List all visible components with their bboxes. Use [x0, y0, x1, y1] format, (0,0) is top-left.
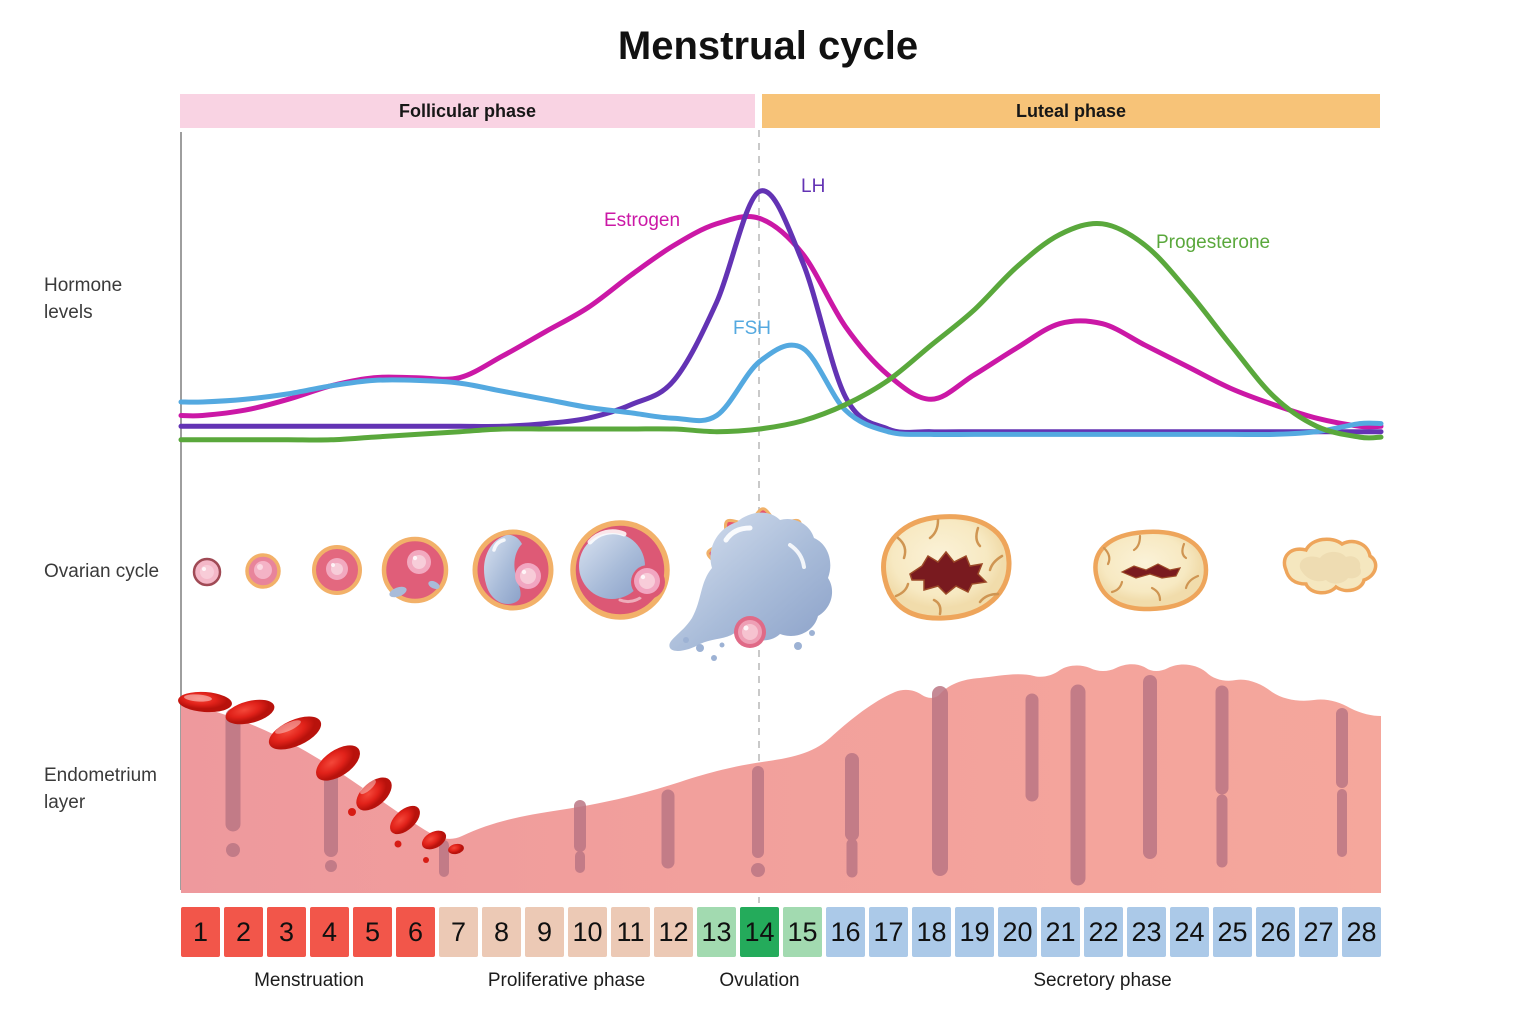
ovarian-cycle-row	[192, 507, 1378, 661]
day-cell-22: 22	[1084, 907, 1123, 957]
day-cell-23: 23	[1127, 907, 1166, 957]
released-egg	[734, 616, 766, 648]
secondary-follicle-illustration	[312, 545, 362, 595]
follicular-phase-label: Follicular phase	[398, 100, 537, 121]
day-cell-18: 18	[912, 907, 951, 957]
day-cell-2: 2	[224, 907, 263, 957]
menstruation-phase-label: Menstruation	[254, 970, 364, 991]
day-row: 1 2 3 4 5 6 7 8 9 10 11 12 13 14 15 16 17 18 19 20 21 22 23 24 2…	[181, 907, 1381, 957]
curve-lh	[178, 188, 1384, 435]
day-cell-12: 12	[654, 907, 693, 957]
day-cell-9: 9	[525, 907, 564, 957]
day-cell-11: 11	[611, 907, 650, 957]
day-cell-7: 7	[439, 907, 478, 957]
menstrual-blood-clots	[178, 691, 464, 863]
luteal-phase-label: Luteal phase	[1015, 100, 1127, 121]
day-cell-24: 24	[1170, 907, 1209, 957]
ovarian-cycle-row-label: Ovarian cycle	[44, 561, 160, 582]
day-cell-15: 15	[783, 907, 822, 957]
day-cell-6: 6	[396, 907, 435, 957]
day-cell-20: 20	[998, 907, 1037, 957]
estrogen-curve-label: Estrogen	[604, 210, 681, 231]
primary-follicle-illustration	[245, 553, 281, 589]
day-cell-27: 27	[1299, 907, 1338, 957]
endometrium-illustration	[178, 664, 1381, 893]
day-cell-19: 19	[955, 907, 994, 957]
day-cell-4: 4	[310, 907, 349, 957]
mature-graafian-follicle-illustration	[570, 520, 670, 620]
day-cell-5: 5	[353, 907, 392, 957]
page-title: Menstrual cycle	[617, 24, 919, 68]
day-cell-21: 21	[1041, 907, 1080, 957]
secretory-phase-label: Secretory phase	[1033, 970, 1172, 991]
corpus-albicans-illustration	[1282, 537, 1378, 595]
day-cell-1: 1	[181, 907, 220, 957]
hormone-curves	[178, 188, 1384, 443]
day-cell-3: 3	[267, 907, 306, 957]
curve-progesterone	[178, 220, 1384, 443]
curve-estrogen	[178, 214, 1384, 430]
ovulation-ruptured-follicle-illustration	[669, 507, 833, 661]
lh-curve-label: LH	[801, 176, 826, 197]
endometrium-body	[181, 664, 1381, 893]
mature-corpus-luteum-illustration	[1093, 529, 1209, 612]
ovulation-phase-label: Ovulation	[719, 970, 800, 991]
early-antral-follicle-illustration	[381, 536, 449, 604]
hormone-levels-row-label: Hormone levels	[44, 275, 123, 323]
day-cell-17: 17	[869, 907, 908, 957]
fsh-curve-label: FSH	[733, 318, 771, 339]
antral-follicle-illustration	[472, 529, 554, 611]
day-cell-10: 10	[568, 907, 607, 957]
day-cell-16: 16	[826, 907, 865, 957]
proliferative-phase-label: Proliferative phase	[487, 970, 646, 991]
day-cell-14: 14	[740, 907, 779, 957]
primordial-follicle-illustration	[192, 557, 222, 587]
day-cell-28: 28	[1342, 907, 1381, 957]
progesterone-curve-label: Progesterone	[1156, 232, 1271, 253]
curve-fsh	[178, 342, 1384, 438]
corpus-luteum-illustration	[881, 514, 1012, 621]
day-cell-26: 26	[1256, 907, 1295, 957]
day-cell-13: 13	[697, 907, 736, 957]
endometrium-layer-row-label: Endometrium layer	[44, 765, 157, 813]
follicular-phase-bar: Follicular phase	[180, 94, 755, 128]
day-cell-8: 8	[482, 907, 521, 957]
luteal-phase-bar: Luteal phase	[762, 94, 1380, 128]
day-cell-25: 25	[1213, 907, 1252, 957]
